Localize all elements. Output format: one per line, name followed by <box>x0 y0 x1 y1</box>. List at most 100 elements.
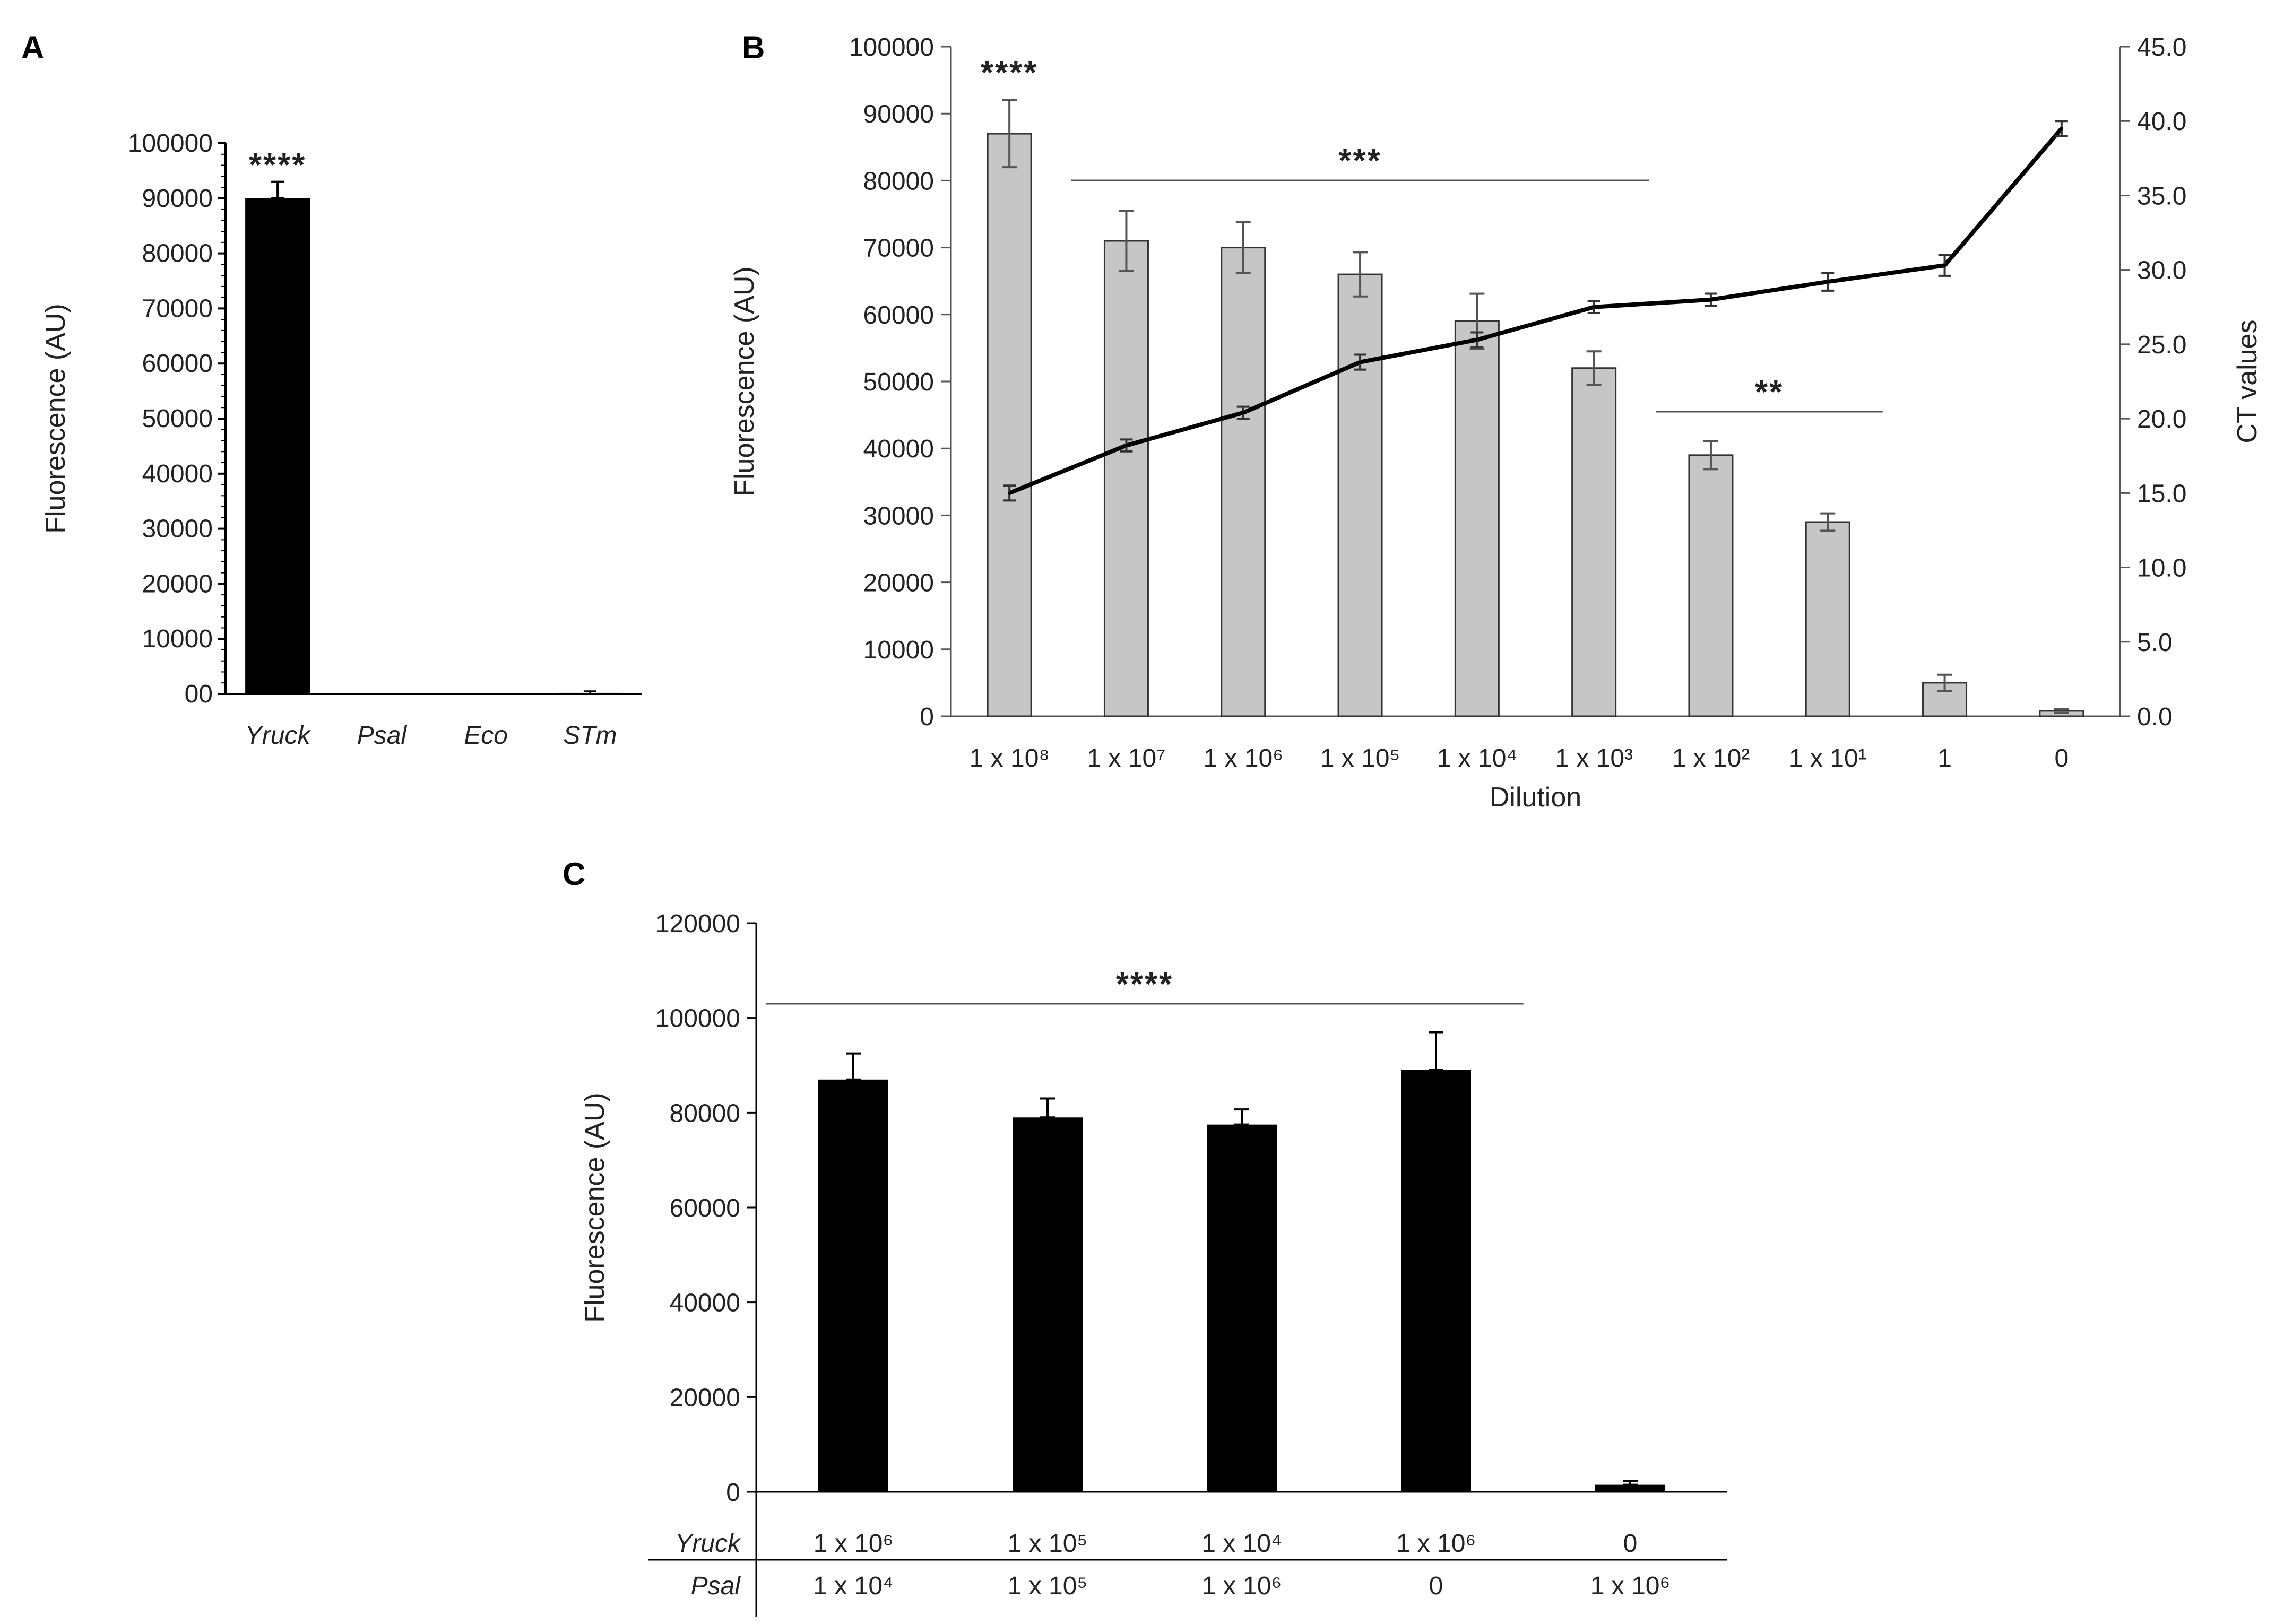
y-tick-label: 30000 <box>142 515 213 543</box>
table-cell: 0 <box>1429 1572 1443 1600</box>
x-tick-label: 1 x 10⁷ <box>1087 744 1165 772</box>
ct-point <box>1709 298 1712 301</box>
y-tick-label: 80000 <box>142 240 213 268</box>
table-row-label: Psal <box>691 1572 741 1600</box>
ct-point <box>1475 338 1479 342</box>
y-axis-title: Fluorescence (AU) <box>579 1092 610 1322</box>
ct-point <box>1124 444 1128 447</box>
y2-tick-label: 45.0 <box>2137 33 2186 62</box>
y-axis-title: Fluorescence (AU) <box>729 266 760 496</box>
x-tick-label: 1 x 10⁶ <box>1203 744 1283 772</box>
bar <box>1013 1117 1083 1492</box>
y-tick-label: 20000 <box>670 1384 740 1412</box>
y2-tick-label: 5.0 <box>2137 629 2173 657</box>
y-tick-label: 40000 <box>142 460 213 488</box>
y2-tick-label: 15.0 <box>2137 480 2186 508</box>
bar <box>1571 367 1617 717</box>
y-tick-label: 60000 <box>863 301 934 329</box>
bar <box>1454 320 1500 717</box>
bar <box>245 198 310 694</box>
y2-tick-label: 0.0 <box>2137 703 2173 731</box>
panel-letter-b: B <box>742 30 765 65</box>
x-tick-label: 1 x 10² <box>1672 744 1750 772</box>
significance-label: **** <box>981 55 1039 91</box>
y-tick-label: 60000 <box>142 350 213 378</box>
significance-label: **** <box>249 147 307 184</box>
y-tick-label: 90000 <box>863 100 934 128</box>
y-tick-label: 40000 <box>670 1289 740 1317</box>
y-tick-label: 10000 <box>142 625 213 653</box>
table-cell: 1 x 10⁵ <box>1008 1572 1088 1600</box>
y-tick-label: 50000 <box>142 405 213 433</box>
panel-letter-c: C <box>563 856 585 892</box>
x-tick-label: 1 x 10⁵ <box>1320 744 1400 772</box>
y-tick-label: 30000 <box>863 502 934 530</box>
y-tick-label: 100000 <box>655 1005 740 1033</box>
significance-label: **** <box>1116 966 1174 1003</box>
table-cell: 1 x 10⁴ <box>1201 1530 1282 1558</box>
y-tick-label: 10000 <box>863 636 934 664</box>
y-tick-label: 20000 <box>142 570 213 598</box>
y-tick-label: 100000 <box>128 129 213 158</box>
ct-point <box>1359 360 1362 364</box>
table-cell: 1 x 10⁴ <box>813 1572 893 1600</box>
x-tick-label: STm <box>563 722 617 750</box>
table-cell: 1 x 10⁵ <box>1008 1530 1088 1558</box>
y2-tick-label: 10.0 <box>2137 554 2186 583</box>
bar <box>1595 1484 1665 1492</box>
ct-point <box>1008 491 1011 495</box>
y-tick-label: 60000 <box>670 1194 740 1222</box>
ct-point <box>1826 280 1830 284</box>
y2-tick-label: 40.0 <box>2137 108 2186 136</box>
y-tick-label: 00 <box>185 680 213 708</box>
y2-tick-label: 25.0 <box>2137 331 2186 359</box>
bar <box>1221 247 1266 717</box>
table-cell: 1 x 10⁶ <box>1590 1572 1671 1600</box>
ct-point <box>1241 411 1245 414</box>
ct-point <box>2060 127 2063 131</box>
x-axis-title: Dilution <box>1490 782 1581 813</box>
y-tick-label: 90000 <box>142 185 213 213</box>
ct-point <box>1592 305 1596 309</box>
y-tick-label: 0 <box>920 703 934 731</box>
significance-label: *** <box>1338 143 1381 179</box>
panel-b-chart: 0 10000 20000 30000 40000 50000 60000 70000 8000… <box>729 33 2263 813</box>
bar <box>818 1079 888 1492</box>
table-row-label: Yruck <box>675 1530 742 1558</box>
y-axis-title: Fluorescence (AU) <box>40 303 71 533</box>
x-tick-label: Eco <box>464 722 508 750</box>
y-tick-label: 70000 <box>863 235 934 263</box>
bar <box>987 133 1032 717</box>
y2-axis-title: CT values <box>2232 319 2263 443</box>
y-tick-label: 70000 <box>142 294 213 323</box>
y2-tick-label: 35.0 <box>2137 182 2186 210</box>
y-tick-label: 100000 <box>849 33 934 62</box>
table-cell: 0 <box>1623 1530 1638 1558</box>
bar <box>1207 1124 1277 1492</box>
y-tick-label: 20000 <box>863 569 934 597</box>
x-tick-label: 1 <box>1937 744 1952 772</box>
bar <box>1401 1070 1471 1492</box>
x-tick-label: Yruck <box>245 722 312 750</box>
y-tick-label: 40000 <box>863 435 934 463</box>
y-tick-label: 80000 <box>863 167 934 195</box>
x-tick-label: 1 x 10⁸ <box>970 744 1050 772</box>
bar <box>1337 273 1383 717</box>
x-tick-label: 1 x 10¹ <box>1789 744 1867 772</box>
table-cell: 1 x 10⁶ <box>1396 1530 1476 1558</box>
y-tick-label: 0 <box>726 1479 740 1507</box>
bar <box>1103 240 1149 717</box>
panel-c-chart: 0 20000 40000 60000 80000 100000 120000 Fluores… <box>579 910 1727 1617</box>
y-tick-label: 80000 <box>670 1099 740 1127</box>
bar <box>1805 521 1850 717</box>
y-tick-label: 50000 <box>863 368 934 396</box>
significance-label: ** <box>1755 374 1784 411</box>
panel-letter-a: A <box>21 30 44 65</box>
y-tick-label: 120000 <box>655 910 740 938</box>
x-tick-label: 0 <box>2054 744 2069 772</box>
bar <box>1688 454 1734 717</box>
panel-a-chart: 00 10000 20000 30000 40000 50000 60000 70000 800… <box>40 129 642 750</box>
ct-point <box>1943 264 1946 267</box>
x-tick-label: 1 x 10⁴ <box>1437 744 1517 772</box>
